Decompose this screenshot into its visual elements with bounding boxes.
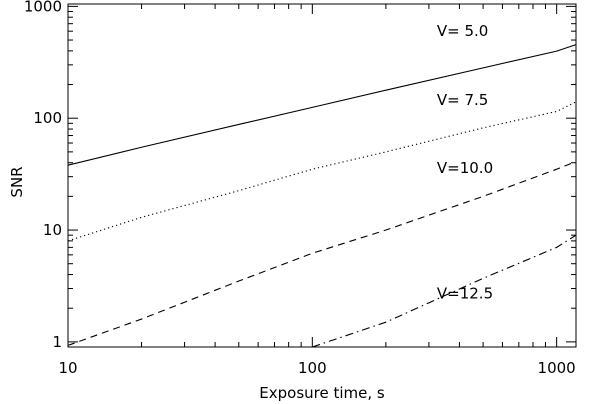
axis-tick-labels: 10 100 1000 1 10 100 1000 <box>24 0 576 377</box>
curve-annotations: V= 5.0 V= 7.5 V=10.0 V=12.5 <box>437 22 493 302</box>
x-tick-label: 10 <box>58 359 77 377</box>
curve-label: V=12.5 <box>437 285 493 303</box>
curve-label: V= 7.5 <box>437 91 488 109</box>
plot-frame <box>67 3 577 348</box>
x-tick-label: 1000 <box>538 359 576 377</box>
series-line-v10-0 <box>67 160 577 346</box>
series-line-v5-0 <box>67 44 577 166</box>
series-line-v7-5 <box>67 101 577 242</box>
x-tick-label: 100 <box>298 359 327 377</box>
curve-label: V=10.0 <box>437 159 493 177</box>
series-lines <box>67 44 577 348</box>
x-axis-title: Exposure time, s <box>259 384 385 402</box>
y-tick-label: 1000 <box>24 0 62 15</box>
y-tick-label: 1 <box>52 333 62 351</box>
y-tick-label: 100 <box>33 109 62 127</box>
plot-frame-border <box>67 3 577 348</box>
y-tick-label: 10 <box>43 221 62 239</box>
axis-ticks <box>67 4 576 348</box>
curve-label: V= 5.0 <box>437 22 488 40</box>
y-axis-title: SNR <box>8 166 26 197</box>
